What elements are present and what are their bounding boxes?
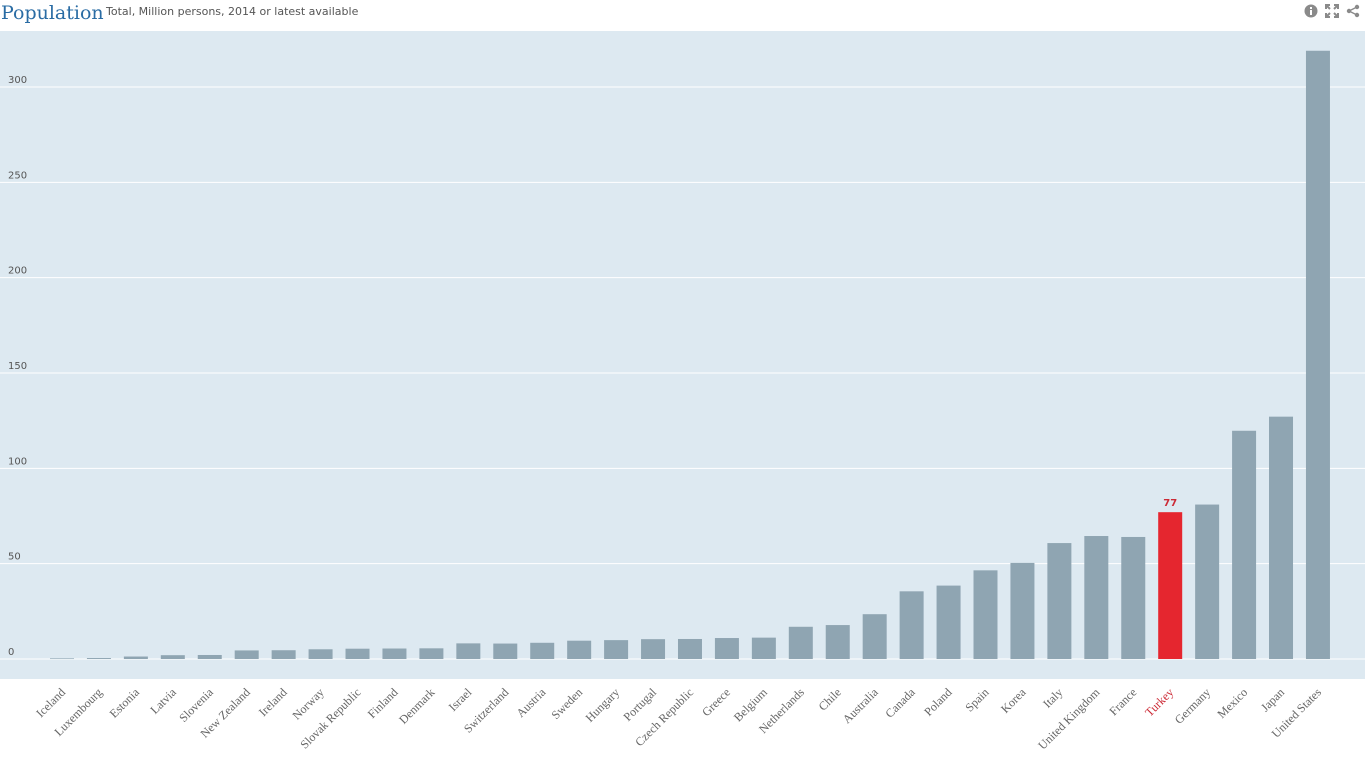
y-tick-label: 0 [8, 647, 14, 658]
x-label-greece: Greece [699, 685, 733, 719]
x-label-japan: Japan [1258, 685, 1287, 714]
y-axis-ticks: 0 50 100 150 200 250 300 [8, 75, 27, 658]
bar-austria[interactable] [530, 642, 555, 659]
bar-new-zealand[interactable] [234, 650, 259, 659]
chart-header: Population Total, Million persons, 2014 … [0, 0, 1365, 30]
y-tick-label: 150 [8, 361, 27, 372]
x-label-korea: Korea [998, 685, 1029, 716]
bar-ireland[interactable] [271, 650, 296, 659]
x-label-ireland: Ireland [256, 685, 290, 719]
bar-mexico[interactable] [1232, 430, 1257, 659]
x-label-germany: Germany [1172, 685, 1213, 726]
x-label-hungary: Hungary [583, 685, 623, 725]
bar-norway[interactable] [308, 649, 333, 659]
x-label-austria: Austria [513, 685, 548, 720]
info-icon[interactable] [1303, 3, 1319, 19]
x-label-turkey: Turkey [1142, 685, 1176, 719]
x-label-iceland: Iceland [33, 685, 68, 720]
bar-united-kingdom[interactable] [1084, 536, 1109, 659]
bar-portugal[interactable] [641, 639, 666, 659]
y-tick-label: 200 [8, 266, 27, 277]
bar-sweden[interactable] [567, 640, 592, 659]
bar-finland[interactable] [382, 648, 407, 659]
bar-israel[interactable] [456, 643, 481, 659]
share-icon[interactable] [1345, 3, 1361, 19]
bar-chile[interactable] [825, 625, 850, 659]
x-label-israel: Israel [446, 685, 475, 714]
bar-poland[interactable] [936, 585, 961, 659]
bars: 77 [50, 50, 1330, 660]
x-label-chile: Chile [816, 685, 844, 713]
bar-spain[interactable] [973, 570, 998, 659]
bar-canada[interactable] [899, 591, 924, 659]
x-label-italy: Italy [1040, 685, 1065, 710]
bar-australia[interactable] [862, 614, 887, 659]
x-label-spain: Spain [962, 685, 991, 714]
data-label-turkey: 77 [1163, 498, 1177, 509]
bar-hungary[interactable] [604, 640, 629, 659]
bar-france[interactable] [1121, 536, 1146, 659]
bar-united-states[interactable] [1305, 50, 1330, 660]
bar-switzerland[interactable] [493, 643, 518, 659]
bar-luxembourg[interactable] [86, 658, 111, 659]
bar-latvia[interactable] [160, 655, 185, 659]
expand-icon[interactable] [1324, 3, 1340, 19]
bar-japan[interactable] [1269, 416, 1294, 659]
x-label-mexico: Mexico [1214, 685, 1250, 721]
y-tick-label: 50 [8, 552, 21, 563]
y-tick-label: 100 [8, 456, 27, 467]
x-label-denmark: Denmark [396, 685, 437, 726]
x-label-canada: Canada [882, 685, 918, 721]
bar-greece[interactable] [714, 638, 739, 659]
x-label-australia: Australia [840, 685, 881, 726]
bar-germany[interactable] [1195, 504, 1220, 659]
bar-czech-republic[interactable] [677, 638, 702, 659]
bar-slovak-republic[interactable] [345, 648, 370, 659]
bar-slovenia[interactable] [197, 654, 222, 659]
y-tick-label: 250 [8, 170, 27, 181]
y-tick-label: 300 [8, 75, 27, 86]
toolbar [1303, 3, 1361, 19]
chart-subtitle: Total, Million persons, 2014 or latest a… [106, 5, 359, 18]
x-label-poland: Poland [921, 685, 954, 718]
x-label-latvia: Latvia [147, 685, 179, 717]
x-label-finland: Finland [365, 685, 401, 721]
bar-korea[interactable] [1010, 562, 1035, 659]
x-label-sweden: Sweden [549, 685, 586, 722]
bar-italy[interactable] [1047, 543, 1072, 659]
bar-denmark[interactable] [419, 648, 444, 659]
bar-turkey[interactable] [1158, 512, 1183, 659]
bar-netherlands[interactable] [788, 626, 813, 659]
bar-iceland[interactable] [50, 658, 74, 660]
bar-belgium[interactable] [751, 637, 776, 659]
x-label-france: France [1106, 685, 1139, 718]
chart-title: Population [1, 2, 104, 24]
bar-estonia[interactable] [123, 656, 148, 659]
x-label-estonia: Estonia [107, 685, 143, 721]
